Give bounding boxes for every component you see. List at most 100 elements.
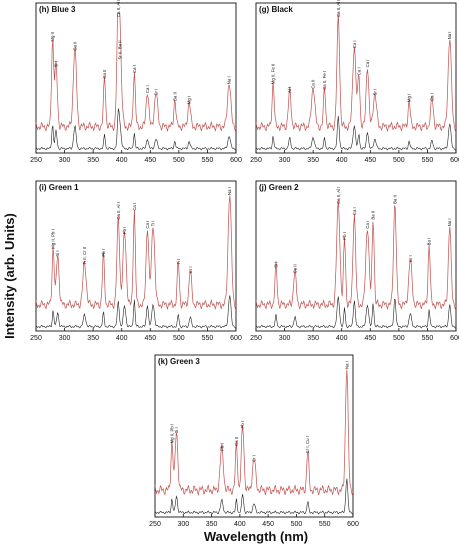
peak-label: Mg I <box>187 96 192 104</box>
peak-label: Ca I <box>145 85 150 93</box>
x-tick-label: 300 <box>59 335 71 342</box>
series-upper-spectrum <box>255 199 457 311</box>
peak-label: Ca I <box>365 221 370 229</box>
series-lower-spectrum <box>35 295 237 329</box>
peak-label: Ba II <box>371 211 376 220</box>
peak-label: Ca I <box>132 65 137 73</box>
plot-frame <box>255 2 457 154</box>
y-axis-title: Intensity (arb. Units) <box>2 213 17 339</box>
peak-label: Na I <box>447 32 452 40</box>
peak-label: Ca II, Al I <box>336 187 341 204</box>
plot-frame <box>255 180 457 332</box>
plot-frame <box>154 354 354 518</box>
peak-label: Ca I <box>145 221 150 229</box>
peak-label: Ca I <box>352 207 357 215</box>
x-tick-label: 300 <box>177 521 189 528</box>
peak-label: Ca I <box>365 60 370 68</box>
series-lower-spectrum <box>255 296 457 329</box>
x-tick-label: 450 <box>144 157 156 164</box>
panel-black: (g) Black 250 300 350 400 450 500 550 600 Mg II, … <box>250 0 459 164</box>
x-tick-label: 550 <box>422 157 434 164</box>
peak-label: Ca I <box>356 67 361 75</box>
peak-label: Ba II <box>392 195 397 204</box>
peak-label: Ca II, Al I <box>116 202 121 219</box>
panel-title-blue-3: (h) Blue 3 <box>39 5 76 14</box>
x-tick-label: 250 <box>30 157 42 164</box>
x-tick-label: 250 <box>149 521 161 528</box>
peak-label: Mg II, Pb I <box>169 424 174 444</box>
x-tick-label: 300 <box>279 157 291 164</box>
peak-label: Cr I <box>188 266 193 273</box>
x-tick-label: 400 <box>116 157 128 164</box>
peak-label: Ca I <box>132 203 137 211</box>
series-upper-spectrum <box>35 13 237 133</box>
x-tick-label: 350 <box>87 157 99 164</box>
x-tick-label: 500 <box>393 335 405 342</box>
series-lower-spectrum <box>255 115 457 151</box>
panel-green-1: (i) Green 1 250 300 350 400 450 500 550 600 Mg II… <box>30 180 242 342</box>
x-tick-label: 600 <box>347 521 359 528</box>
peak-label: Al I <box>287 87 292 93</box>
series-upper-spectrum <box>154 369 354 497</box>
peak-label: Na I <box>227 187 232 195</box>
x-tick-label: 250 <box>250 335 262 342</box>
x-tick-label: 450 <box>364 157 376 164</box>
panel-title-green-1: (i) Green 1 <box>39 183 79 192</box>
panel-title-green-3: (k) Green 3 <box>158 357 200 366</box>
x-tick-label: 350 <box>307 157 319 164</box>
peak-label: Cr I <box>252 455 257 462</box>
x-tick-label: 400 <box>234 521 246 528</box>
panel-title-black: (g) Black <box>259 5 293 14</box>
panel-green-2: (j) Green 2 250 300 350 400 450 500 550 600 Si I C… <box>250 180 459 342</box>
peak-label: Si I <box>274 262 279 268</box>
x-tick-label: 300 <box>279 335 291 342</box>
x-tick-label: 400 <box>336 157 348 164</box>
peak-label: Pb I <box>342 232 347 240</box>
peak-label: Ca II <box>292 264 297 273</box>
peak-label: Pb I <box>122 227 127 235</box>
x-tick-label: 600 <box>230 335 242 342</box>
peak-label: Ca II, Al I <box>116 0 121 17</box>
peak-label: Si I <box>54 61 59 67</box>
x-tick-label: 600 <box>450 157 459 164</box>
x-tick-label: 600 <box>230 157 242 164</box>
plot-frame <box>35 2 237 154</box>
peak-label: Na I <box>227 76 232 84</box>
peak-label: Mg II <box>50 32 55 42</box>
peak-label: Ti I <box>151 221 156 227</box>
series-lower-spectrum <box>35 108 237 151</box>
peak-label: Ca II, Al I <box>336 0 341 17</box>
peak-label: Pb I <box>240 421 245 429</box>
panel-green-3: (k) Green 3 250 300 350 400 450 500 550 600 Mg II… <box>149 354 359 528</box>
panel-title-green-2: (j) Green 2 <box>259 183 299 192</box>
x-tick-label: 400 <box>116 335 128 342</box>
peak-label: Si I <box>55 250 60 256</box>
peak-label: Mg II, Pb I <box>51 229 56 249</box>
x-axis-title: Wavelength (nm) <box>204 529 308 544</box>
peak-label: Mg II, Fe II <box>271 64 276 85</box>
x-tick-label: 450 <box>144 335 156 342</box>
x-tick-label: 450 <box>364 335 376 342</box>
peak-label: Ti II, Cr II <box>82 247 87 265</box>
peak-label: Ca I <box>352 40 357 48</box>
peak-label: Pb I <box>101 249 106 257</box>
x-tick-label: 500 <box>291 521 303 528</box>
peak-label: Na I <box>447 218 452 226</box>
x-tick-label: 450 <box>262 521 274 528</box>
peak-label: Cr I, Cu I <box>305 436 310 453</box>
peak-label: Pb I <box>219 443 224 451</box>
x-tick-label: 350 <box>307 335 319 342</box>
x-tick-label: 600 <box>450 335 459 342</box>
panel-blue-3: (h) Blue 3 250 300 350 400 450 500 550 600 Mg II S… <box>30 0 242 164</box>
x-tick-label: 350 <box>87 335 99 342</box>
series-upper-spectrum <box>255 13 457 133</box>
peak-label: Ca I <box>430 93 435 101</box>
x-tick-label: 550 <box>202 335 214 342</box>
series-upper-spectrum <box>35 195 237 311</box>
x-tick-label: 300 <box>59 157 71 164</box>
peak-label: Ba I <box>427 238 432 246</box>
x-tick-label: 500 <box>173 335 185 342</box>
x-tick-label: 350 <box>206 521 218 528</box>
